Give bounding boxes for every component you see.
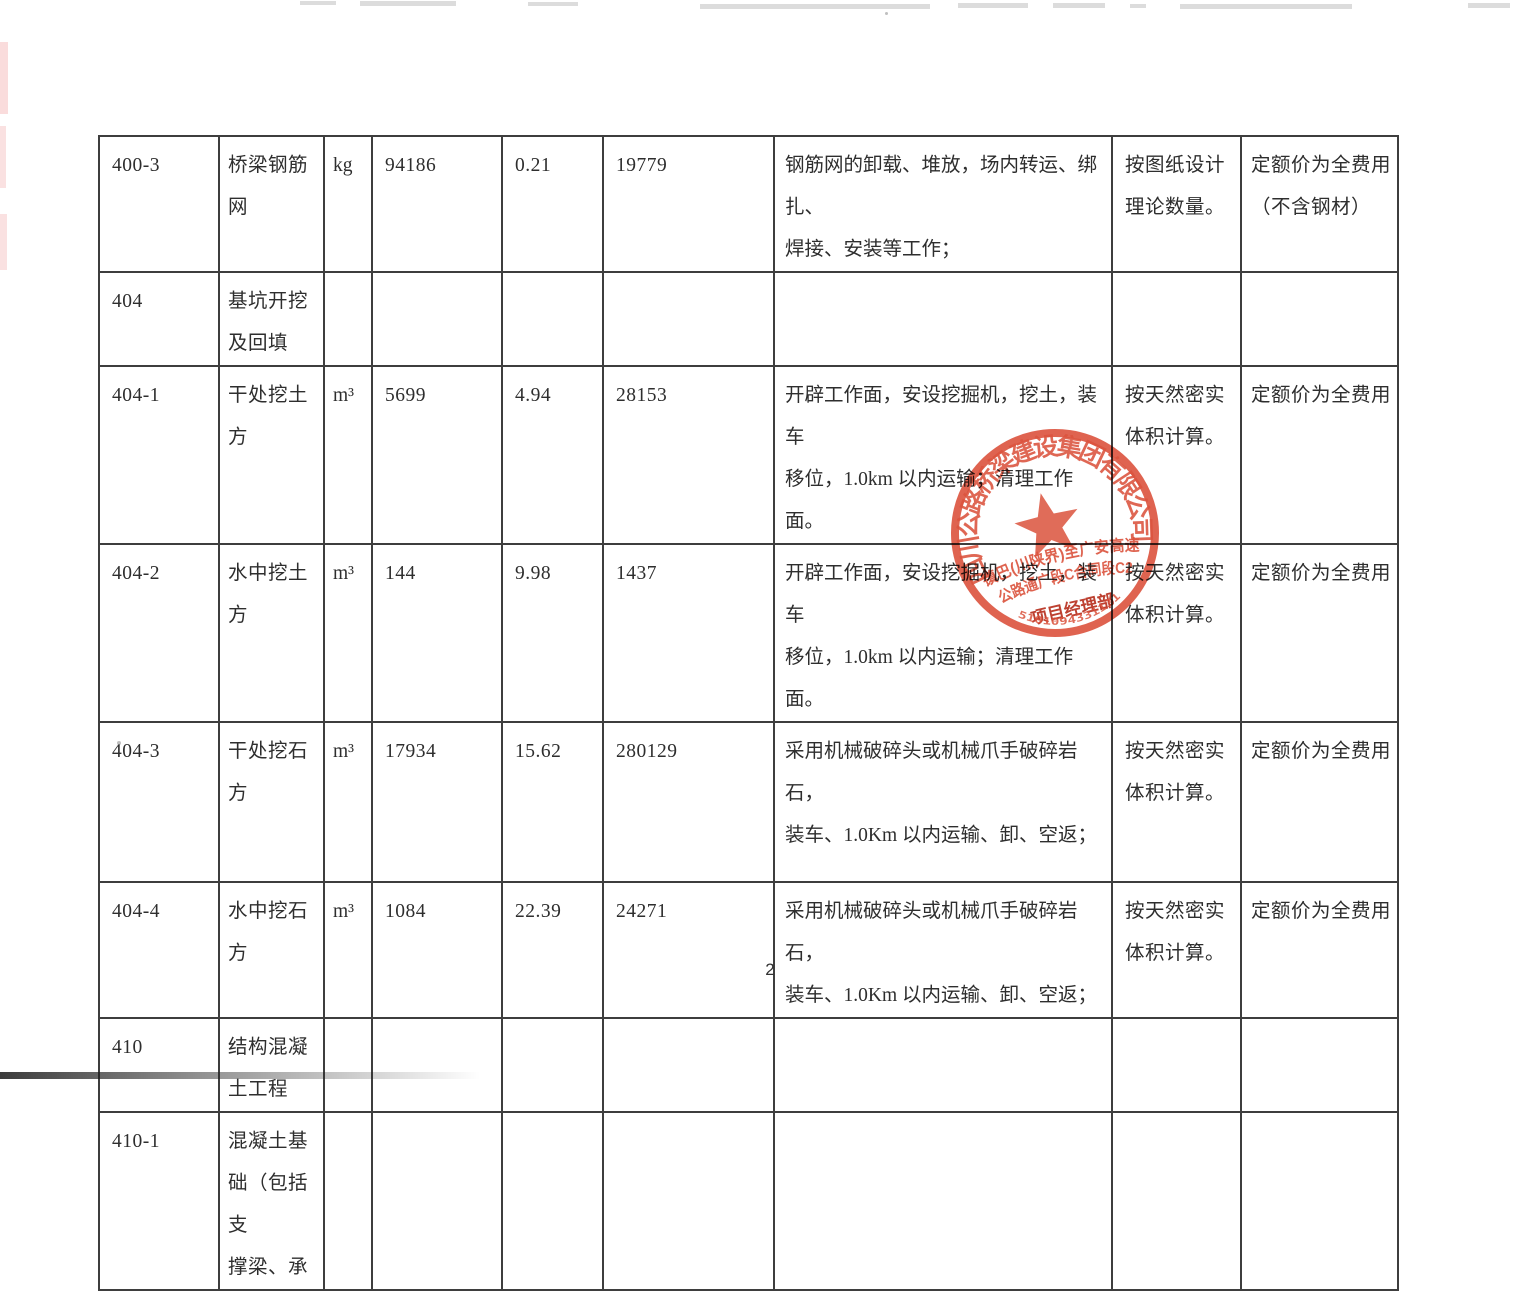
scan-artifact [300,1,336,5]
cell-item-name: 干处挖土 方 [218,365,325,545]
scan-artifact [0,126,6,188]
cell-amount [602,271,775,367]
table-row: 404-1 干处挖土 方 m³ 5699 4.94 28153 开辟工作面，安设… [98,365,1399,545]
cell-quantity [371,1017,503,1113]
cell-work-description: 开辟工作面，安设挖掘机，挖土，装车 移位，1.0km 以内运输；清理工作面。 [773,543,1113,723]
cell-quantity: 1084 [371,881,503,1019]
quantities-table: 400-3 桥梁钢筋 网 kg 94186 0.21 19779 钢筋网的卸载、… [98,135,1399,1291]
scan-artifact [0,42,8,114]
cell-quantity: 5699 [371,365,503,545]
cell-work-description: 钢筋网的卸载、堆放，场内转运、绑扎、 焊接、安装等工作； [773,135,1113,273]
scan-artifact [1130,4,1146,8]
cell-item-name: 结构混凝 土工程 [218,1017,325,1113]
cell-item-name: 干处挖石 方 [218,721,325,883]
scan-artifact [700,4,930,9]
cell-unit-price: 15.62 [501,721,604,883]
cell-unit-price: 0.21 [501,135,604,273]
cell-quantity [371,271,503,367]
cell-amount [602,1017,775,1113]
cell-unit-price [501,271,604,367]
cell-unit: kg [323,135,373,273]
cell-quantity: 144 [371,543,503,723]
cell-measure-basis [1111,1111,1242,1291]
cell-unit-price: 4.94 [501,365,604,545]
cell-item-no: 404 [98,271,220,367]
cell-unit [323,271,373,367]
cell-item-name: 水中挖石 方 [218,881,325,1019]
page-number: 2 [765,960,775,979]
cell-item-no: 410-1 [98,1111,220,1291]
scan-artifact [1180,4,1352,9]
cell-work-description: 采用机械破碎头或机械爪手破碎岩石， 装车、1.0Km 以内运输、卸、空返； [773,881,1113,1019]
cell-unit-price: 22.39 [501,881,604,1019]
cell-item-name: 混凝土基 础（包括支 撑梁、承 [218,1111,325,1291]
cell-item-no: 410 [98,1017,220,1113]
cell-measure-basis [1111,1017,1242,1113]
cell-measure-basis: 按天然密实 体积计算。 [1111,543,1242,723]
cell-amount: 19779 [602,135,775,273]
table-row: 404-2 水中挖土 方 m³ 144 9.98 1437 开辟工作面，安设挖掘… [98,543,1399,723]
cell-work-description [773,271,1113,367]
cell-measure-basis: 按天然密实 体积计算。 [1111,881,1242,1019]
cell-quantity: 94186 [371,135,503,273]
scan-artifact [885,12,888,15]
table-row: 400-3 桥梁钢筋 网 kg 94186 0.21 19779 钢筋网的卸载、… [98,135,1399,273]
cell-unit: m³ [323,721,373,883]
cell-remark [1240,271,1399,367]
cell-unit: m³ [323,543,373,723]
cell-remark: 定额价为全费用 [1240,365,1399,545]
scan-artifact [0,214,7,270]
cell-amount [602,1111,775,1291]
table-row: 410 结构混凝 土工程 [98,1017,1399,1113]
cell-work-description [773,1111,1113,1291]
cell-measure-basis: 按天然密实 体积计算。 [1111,365,1242,545]
table-row: 410-1 混凝土基 础（包括支 撑梁、承 [98,1111,1399,1291]
cell-unit: m³ [323,881,373,1019]
cell-unit-price [501,1017,604,1113]
cell-measure-basis: 按天然密实 体积计算。 [1111,721,1242,883]
scan-artifact [528,2,578,6]
cell-unit [323,1111,373,1291]
cell-work-description [773,1017,1113,1113]
cell-amount: 24271 [602,881,775,1019]
cell-unit-price [501,1111,604,1291]
cell-remark [1240,1111,1399,1291]
cell-item-name: 基坑开挖 及回填 [218,271,325,367]
scan-artifact [1053,3,1105,8]
cell-item-no: 404-2 [98,543,220,723]
cell-unit [323,1017,373,1113]
cell-item-name: 水中挖土 方 [218,543,325,723]
scan-artifact [0,1072,500,1079]
cell-unit-price: 9.98 [501,543,604,723]
cell-unit: m³ [323,365,373,545]
cell-remark: 定额价为全费用 （不含钢材） [1240,135,1399,273]
cell-amount: 280129 [602,721,775,883]
cell-item-no: 404-3 [98,721,220,883]
table-row: 404-3 干处挖石 方 m³ 17934 15.62 280129 采用机械破… [98,721,1399,883]
cell-quantity [371,1111,503,1291]
cell-remark [1240,1017,1399,1113]
cell-measure-basis: 按图纸设计 理论数量。 [1111,135,1242,273]
cell-item-name: 桥梁钢筋 网 [218,135,325,273]
scan-artifact [1468,3,1510,8]
cell-remark: 定额价为全费用 [1240,881,1399,1019]
cell-remark: 定额价为全费用 [1240,721,1399,883]
cell-remark: 定额价为全费用 [1240,543,1399,723]
cell-work-description: 开辟工作面，安设挖掘机，挖土，装车 移位，1.0km 以内运输；清理工作面。 [773,365,1113,545]
cell-amount: 28153 [602,365,775,545]
cell-quantity: 17934 [371,721,503,883]
cell-item-no: 404-1 [98,365,220,545]
scan-artifact [360,1,456,6]
table-row: 404 基坑开挖 及回填 [98,271,1399,367]
cell-measure-basis [1111,271,1242,367]
table-row: 404-4 水中挖石 方 m³ 1084 22.39 24271 采用机械破碎头… [98,881,1399,1019]
cell-amount: 1437 [602,543,775,723]
scan-artifact [117,741,121,745]
cell-item-no: 404-4 [98,881,220,1019]
cell-item-no: 400-3 [98,135,220,273]
cell-work-description: 采用机械破碎头或机械爪手破碎岩石， 装车、1.0Km 以内运输、卸、空返； [773,721,1113,883]
scan-artifact [958,3,1028,8]
